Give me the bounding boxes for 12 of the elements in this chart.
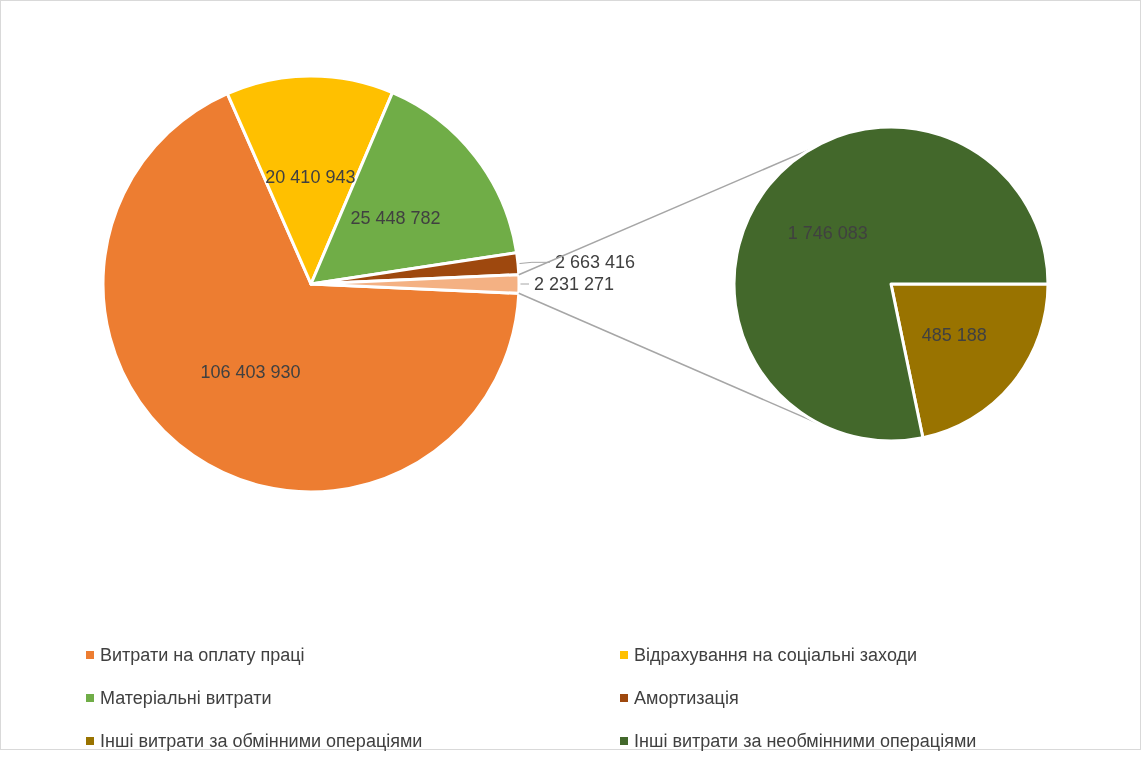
data-label: 2 231 271 [534,274,615,294]
legend-label: Амортизація [634,688,739,708]
legend-label: Відрахування на соціальні заходи [634,645,918,665]
legend-label: Витрати на оплату праці [100,645,305,665]
data-label: 2 663 416 [554,252,636,273]
data-label: 106 403 930 [200,362,301,383]
legend-label: Інші витрати за обмінними операціями [100,731,423,751]
data-label: 20 410 943 [265,167,356,187]
legend-label: Інші витрати за необмінними операціями [634,731,977,751]
data-label: 25 448 782 [350,208,441,229]
data-label: 485 188 [921,325,987,346]
legend-label: Матеріальні витрати [100,688,272,708]
